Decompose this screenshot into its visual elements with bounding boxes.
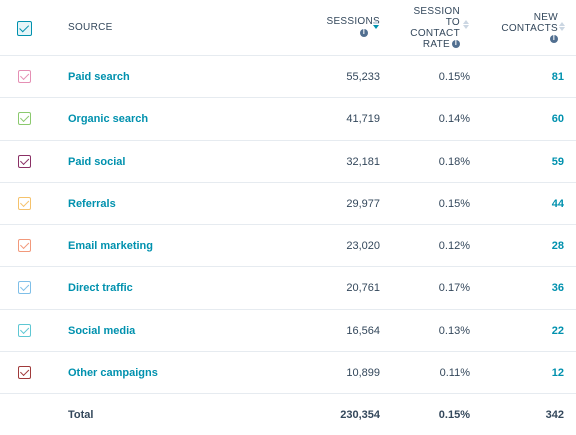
source-link[interactable]: Organic search bbox=[68, 113, 149, 126]
rate-value: 0.17% bbox=[438, 282, 470, 295]
table-row: Organic search 41,719 0.14% 60 bbox=[0, 98, 576, 141]
table-row: Direct traffic 20,761 0.17% 36 bbox=[0, 267, 576, 310]
row-checkbox[interactable] bbox=[18, 239, 31, 253]
source-link[interactable]: Email marketing bbox=[68, 240, 153, 253]
sort-up-icon bbox=[373, 20, 379, 24]
sessions-sort-icon[interactable] bbox=[373, 20, 379, 29]
total-sessions: 230,354 bbox=[340, 409, 380, 421]
checkmark-icon bbox=[19, 239, 29, 250]
rate-header-line3: CONTACT bbox=[410, 28, 460, 39]
total-label: Total bbox=[68, 409, 94, 421]
total-rate: 0.15% bbox=[438, 409, 470, 421]
sort-up-icon bbox=[463, 20, 469, 24]
checkmark-icon bbox=[19, 366, 29, 376]
source-link[interactable]: Paid social bbox=[68, 155, 126, 168]
checkmark-icon bbox=[19, 113, 29, 123]
rate-info-icon[interactable]: i bbox=[452, 40, 460, 49]
sessions-header-label: SESSIONS bbox=[326, 16, 380, 27]
rate-header-line4: RATE bbox=[422, 39, 450, 50]
sessions-value: 29,977 bbox=[346, 197, 380, 210]
checkmark-icon bbox=[19, 324, 29, 334]
new-contacts-link[interactable]: 12 bbox=[551, 366, 564, 379]
source-link[interactable]: Social media bbox=[68, 324, 136, 337]
sessions-value: 55,233 bbox=[346, 71, 380, 84]
source-link[interactable]: Other campaigns bbox=[68, 366, 158, 379]
rate-value: 0.18% bbox=[438, 155, 470, 168]
rate-sort-icon[interactable] bbox=[463, 20, 469, 29]
rate-value: 0.15% bbox=[438, 197, 470, 210]
source-link[interactable]: Referrals bbox=[68, 197, 116, 210]
rate-value: 0.13% bbox=[438, 324, 470, 337]
select-all-checkbox[interactable] bbox=[17, 21, 32, 36]
sessions-value: 32,181 bbox=[346, 155, 380, 168]
rate-header-line2: TO bbox=[445, 17, 460, 28]
sort-down-icon bbox=[373, 25, 379, 29]
sessions-info-icon[interactable]: i bbox=[360, 29, 368, 38]
sort-up-icon bbox=[559, 22, 565, 26]
checkmark-icon bbox=[19, 197, 29, 207]
checkmark-icon bbox=[19, 155, 29, 165]
table-row: Referrals 29,977 0.15% 44 bbox=[0, 183, 576, 225]
checkmark-icon bbox=[19, 70, 29, 81]
sessions-value: 16,564 bbox=[346, 324, 380, 337]
new-contacts-column-header[interactable]: NEW CONTACTS i bbox=[488, 12, 558, 45]
rate-value: 0.14% bbox=[438, 113, 470, 126]
rate-header-line1: SESSION bbox=[413, 6, 460, 17]
row-checkbox[interactable] bbox=[18, 154, 31, 168]
total-contacts: 342 bbox=[545, 409, 564, 421]
row-checkbox[interactable] bbox=[18, 112, 31, 126]
row-checkbox[interactable] bbox=[18, 196, 31, 210]
session-contact-rate-column-header[interactable]: SESSION TO CONTACT RATE i bbox=[390, 6, 460, 50]
source-link[interactable]: Paid search bbox=[68, 71, 130, 84]
rate-value: 0.12% bbox=[438, 240, 470, 253]
table-row: Social media 16,564 0.13% 22 bbox=[0, 310, 576, 352]
new-contacts-link[interactable]: 81 bbox=[551, 71, 564, 84]
source-column-header[interactable]: SOURCE bbox=[68, 22, 113, 33]
sessions-value: 23,020 bbox=[346, 240, 380, 253]
checkmark-icon bbox=[19, 22, 30, 33]
sessions-value: 41,719 bbox=[346, 113, 380, 126]
contacts-header-line2: CONTACTS bbox=[501, 23, 558, 34]
contacts-sort-icon[interactable] bbox=[559, 22, 565, 31]
new-contacts-link[interactable]: 36 bbox=[551, 282, 564, 295]
sessions-column-header[interactable]: SESSIONS i bbox=[300, 16, 380, 39]
table-row: Paid search 55,233 0.15% 81 bbox=[0, 56, 576, 99]
new-contacts-link[interactable]: 60 bbox=[551, 113, 564, 126]
sessions-value: 20,761 bbox=[346, 282, 380, 295]
sort-down-icon bbox=[559, 27, 565, 31]
source-link[interactable]: Direct traffic bbox=[68, 282, 133, 295]
rate-value: 0.15% bbox=[438, 71, 470, 84]
new-contacts-link[interactable]: 44 bbox=[551, 197, 564, 210]
new-contacts-link[interactable]: 59 bbox=[551, 155, 564, 168]
new-contacts-link[interactable]: 22 bbox=[551, 324, 564, 337]
checkmark-icon bbox=[19, 282, 29, 292]
sort-down-icon bbox=[463, 25, 469, 29]
total-row: Total 230,354 0.15% 342 bbox=[0, 394, 576, 435]
table-row: Paid social 32,181 0.18% 59 bbox=[0, 141, 576, 183]
row-checkbox[interactable] bbox=[18, 281, 31, 295]
table-header: SOURCE SESSIONS i SESSION TO CONTACT RAT… bbox=[0, 0, 576, 56]
row-checkbox[interactable] bbox=[18, 323, 31, 337]
rate-value: 0.11% bbox=[439, 366, 470, 379]
table-row: Other campaigns 10,899 0.11% 12 bbox=[0, 352, 576, 394]
table-row: Email marketing 23,020 0.12% 28 bbox=[0, 225, 576, 268]
row-checkbox[interactable] bbox=[18, 365, 31, 379]
contacts-info-icon[interactable]: i bbox=[550, 35, 558, 44]
contacts-header-line1: NEW bbox=[533, 12, 558, 23]
new-contacts-link[interactable]: 28 bbox=[551, 240, 564, 253]
sessions-value: 10,899 bbox=[346, 366, 380, 379]
row-checkbox[interactable] bbox=[18, 70, 31, 84]
